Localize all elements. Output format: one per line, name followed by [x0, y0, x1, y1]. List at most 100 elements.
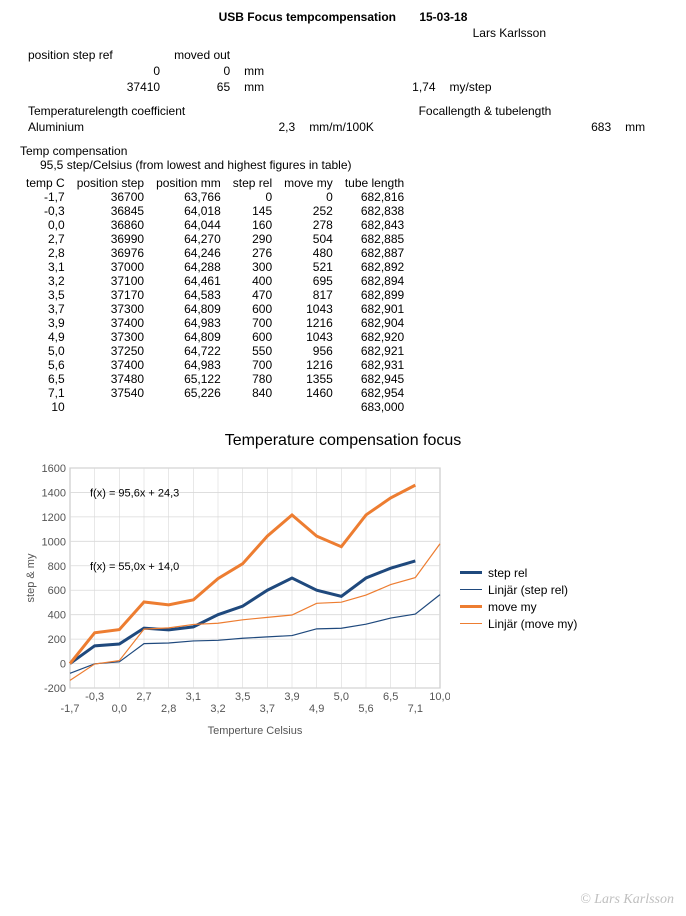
svg-text:0: 0	[60, 659, 66, 671]
svg-text:-200: -200	[44, 683, 66, 695]
table-cell: 682,887	[339, 246, 410, 260]
doc-author: Lars Karlsson	[20, 26, 666, 40]
table-row: -1,73670063,76600682,816	[20, 190, 410, 204]
material: Aluminium	[22, 120, 259, 134]
svg-text:600: 600	[48, 585, 66, 597]
table-cell: 64,044	[150, 218, 227, 232]
meta-r1b: 0	[168, 64, 236, 78]
svg-text:2,7: 2,7	[136, 691, 151, 703]
table-cell: 64,270	[150, 232, 227, 246]
meta-block: position step ref moved out 0 0 mm 37410…	[20, 46, 666, 96]
meta-col2-label: moved out	[168, 48, 236, 62]
table-row: 2,83697664,246276480682,887	[20, 246, 410, 260]
table-cell: 682,921	[339, 344, 410, 358]
table-cell: 700	[227, 316, 278, 330]
legend-swatch	[460, 605, 482, 608]
table-cell: 64,461	[150, 274, 227, 288]
table-cell: 37100	[71, 274, 150, 288]
table-cell: 0,0	[20, 218, 71, 232]
table-cell: 682,843	[339, 218, 410, 232]
table-cell: 290	[227, 232, 278, 246]
table-cell: 682,892	[339, 260, 410, 274]
table-cell: 4,9	[20, 330, 71, 344]
table-cell: 64,722	[150, 344, 227, 358]
table-row: 3,73730064,8096001043682,901	[20, 302, 410, 316]
table-cell: 3,7	[20, 302, 71, 316]
table-cell: 682,920	[339, 330, 410, 344]
table-cell: 3,2	[20, 274, 71, 288]
table-cell: 64,983	[150, 316, 227, 330]
table-row: 2,73699064,270290504682,885	[20, 232, 410, 246]
table-cell: 3,5	[20, 288, 71, 302]
svg-text:5,6: 5,6	[358, 703, 373, 715]
table-cell: 64,809	[150, 302, 227, 316]
meta-r1a: 0	[121, 64, 166, 78]
table-cell: 700	[227, 358, 278, 372]
meta-r2b: 65	[168, 80, 236, 94]
table-cell: 63,766	[150, 190, 227, 204]
table-cell: 36845	[71, 204, 150, 218]
table-cell: 683,000	[339, 400, 410, 414]
svg-text:3,7: 3,7	[260, 703, 275, 715]
table-cell: 160	[227, 218, 278, 232]
table-cell: 1355	[278, 372, 339, 386]
legend-label: move my	[488, 600, 537, 614]
table-cell: 504	[278, 232, 339, 246]
chart-svg: -20002004006008001000120014001600-1,7-0,…	[20, 458, 450, 738]
svg-text:1200: 1200	[42, 512, 66, 524]
legend-item: move my	[460, 600, 577, 614]
svg-text:Temperture Celsius: Temperture Celsius	[208, 725, 303, 737]
table-cell: 2,7	[20, 232, 71, 246]
chart-title: Temperature compensation focus	[20, 432, 666, 450]
coeff: 2,3	[261, 120, 301, 134]
table-cell: 600	[227, 302, 278, 316]
table-cell: 600	[227, 330, 278, 344]
table-row: 6,53748065,1227801355682,945	[20, 372, 410, 386]
table-cell	[150, 400, 227, 414]
svg-text:6,5: 6,5	[383, 691, 398, 703]
table-cell: 682,931	[339, 358, 410, 372]
table-cell: 682,899	[339, 288, 410, 302]
watermark: © Lars Karlsson	[580, 892, 674, 908]
table-cell: 780	[227, 372, 278, 386]
table-header: step rel	[227, 176, 278, 190]
table-cell: 37540	[71, 386, 150, 400]
table-cell: 300	[227, 260, 278, 274]
table-cell: 1216	[278, 358, 339, 372]
svg-text:1000: 1000	[42, 536, 66, 548]
table-cell: 64,018	[150, 204, 227, 218]
table-cell: 278	[278, 218, 339, 232]
table-cell: 64,583	[150, 288, 227, 302]
table-cell: 480	[278, 246, 339, 260]
svg-text:1400: 1400	[42, 487, 66, 499]
table-header: temp C	[20, 176, 71, 190]
table-cell: 36700	[71, 190, 150, 204]
meta-col1-label: position step ref	[22, 48, 119, 62]
table-cell: 695	[278, 274, 339, 288]
doc-title: USB Focus tempcompensation	[219, 10, 396, 24]
svg-text:3,5: 3,5	[235, 691, 250, 703]
svg-text:-0,3: -0,3	[85, 691, 104, 703]
table-cell	[71, 400, 150, 414]
table-cell: 37480	[71, 372, 150, 386]
svg-text:-1,7: -1,7	[61, 703, 80, 715]
svg-text:4,9: 4,9	[309, 703, 324, 715]
legend-item: Linjär (move my)	[460, 617, 577, 631]
table-row: 7,13754065,2268401460682,954	[20, 386, 410, 400]
table-row: 3,23710064,461400695682,894	[20, 274, 410, 288]
table-cell: -0,3	[20, 204, 71, 218]
svg-text:400: 400	[48, 610, 66, 622]
focal-value: 683	[413, 120, 618, 134]
table-cell: 37300	[71, 330, 150, 344]
legend-swatch	[460, 623, 482, 624]
table-cell: 37250	[71, 344, 150, 358]
table-cell: 682,954	[339, 386, 410, 400]
table-cell: 37400	[71, 316, 150, 330]
table-header: position mm	[150, 176, 227, 190]
table-cell: 521	[278, 260, 339, 274]
table-cell: 64,246	[150, 246, 227, 260]
table-cell	[278, 400, 339, 414]
table-cell: 5,6	[20, 358, 71, 372]
svg-text:3,9: 3,9	[284, 691, 299, 703]
table-cell: 37300	[71, 302, 150, 316]
